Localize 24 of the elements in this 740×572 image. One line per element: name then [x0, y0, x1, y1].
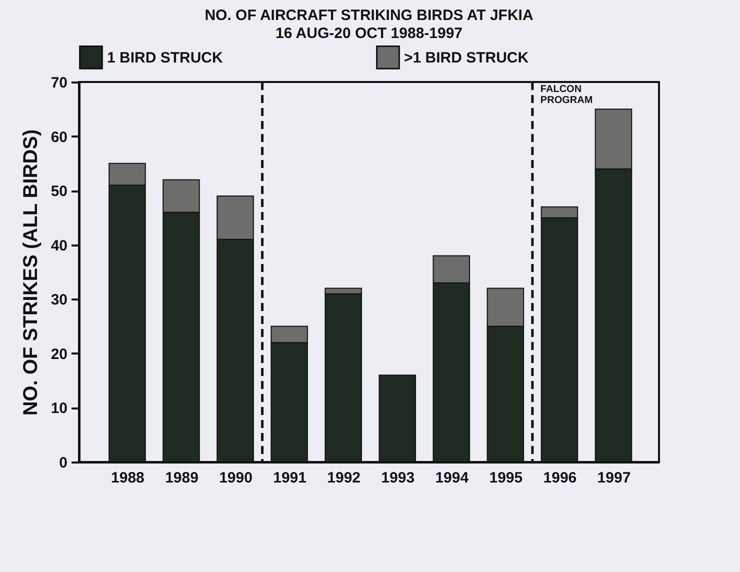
- y-tick-label: 50: [50, 183, 68, 200]
- x-tick-label: 1995: [489, 470, 523, 486]
- y-tick-label: 70: [50, 74, 68, 92]
- x-tick-label: 1993: [381, 470, 415, 486]
- legend-label: 1 BIRD STRUCK: [107, 49, 224, 66]
- y-axis-title: NO. OF STRIKES (ALL BIRDS): [20, 129, 42, 416]
- x-tick-label: 1988: [111, 470, 144, 486]
- legend-label: >1 BIRD STRUCK: [404, 49, 529, 66]
- x-tick-label: 1992: [327, 470, 361, 486]
- y-tick-label: 20: [50, 346, 68, 363]
- x-tick-label: 1990: [219, 470, 252, 486]
- y-tick-label: 0: [59, 454, 68, 472]
- x-tick-label: 1996: [543, 470, 577, 486]
- ref-line-label: FALCON PROGRAM: [540, 84, 593, 106]
- y-tick-label: 40: [50, 237, 68, 254]
- x-tick-label: 1989: [165, 470, 198, 486]
- y-tick-label: 10: [50, 400, 68, 418]
- y-tick-label: 30: [50, 292, 68, 309]
- chart-subtitle: 16 AUG-20 OCT 1988-1997: [275, 25, 463, 42]
- y-tick-label: 60: [50, 128, 68, 146]
- x-tick-label: 1991: [273, 470, 306, 486]
- x-tick-label: 1994: [435, 470, 470, 486]
- x-tick-label: 1997: [597, 470, 631, 486]
- chart-title: NO. OF AIRCRAFT STRIKING BIRDS AT JFKIA: [204, 7, 534, 24]
